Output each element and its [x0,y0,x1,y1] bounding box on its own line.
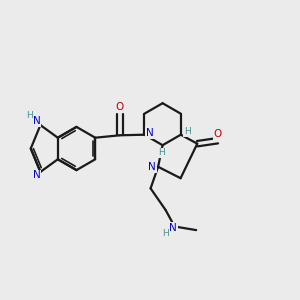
Text: N: N [169,223,177,233]
Text: N: N [148,162,156,172]
Text: H: H [158,148,164,157]
Text: N: N [33,116,41,127]
Text: N: N [146,128,154,138]
Text: H: H [162,230,169,238]
Text: N: N [33,170,41,181]
Text: H: H [184,127,191,136]
Text: O: O [214,129,222,139]
Text: O: O [116,102,124,112]
Text: H: H [26,111,33,120]
